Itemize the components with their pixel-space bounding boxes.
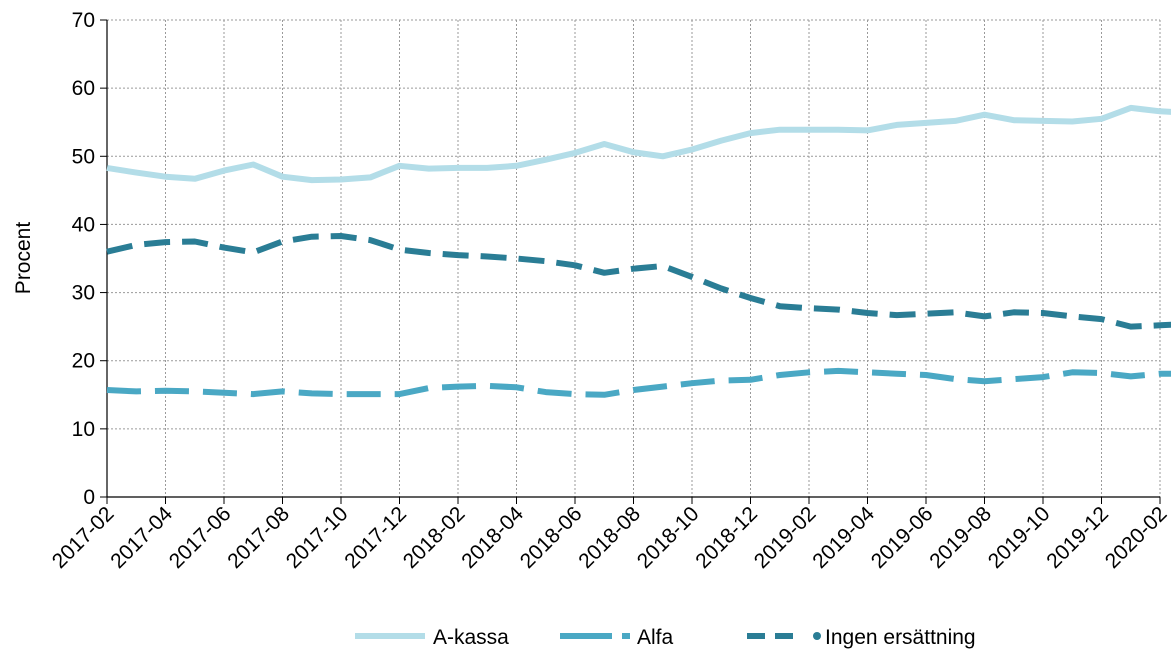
series-line-ingen-ers-ttning bbox=[106, 233, 1171, 330]
legend-label: Ingen ersättning bbox=[825, 626, 976, 649]
legend-item: Alfa bbox=[560, 626, 674, 649]
y-tick-label: 50 bbox=[72, 145, 95, 168]
y-tick-labels: 0 10 20 30 40 50 60 70 bbox=[72, 9, 95, 509]
y-tick-label: 60 bbox=[72, 77, 95, 100]
y-tick-label: 70 bbox=[72, 9, 95, 32]
x-tick-label: 2018-02 bbox=[399, 502, 470, 573]
y-tick-label: 30 bbox=[72, 282, 95, 305]
x-tick-label: 2019-06 bbox=[867, 502, 938, 573]
x-tick-label: 2017-08 bbox=[223, 502, 294, 573]
x-tick-label: 2019-04 bbox=[808, 502, 879, 573]
x-tick-label: 2019-10 bbox=[984, 502, 1055, 573]
series-line-alfa bbox=[106, 367, 1171, 398]
legend-item: Ingen ersättning bbox=[747, 626, 976, 649]
x-tick-label: 2017-12 bbox=[340, 502, 411, 573]
x-tick-label: 2017-10 bbox=[282, 502, 353, 573]
series-lines bbox=[106, 104, 1171, 398]
x-tick-label: 2018-04 bbox=[457, 502, 528, 573]
grid-lines bbox=[107, 19, 1161, 497]
x-tick-label: 2018-06 bbox=[516, 502, 587, 573]
y-tick-label: 10 bbox=[72, 418, 95, 441]
legend: A-kassa Alfa Ingen ersättning bbox=[355, 626, 976, 649]
x-tick-label: 2018-08 bbox=[574, 502, 645, 573]
x-tick-label: 2017-04 bbox=[106, 502, 177, 573]
x-tick-label: 2019-02 bbox=[750, 502, 821, 573]
y-tick-label: 0 bbox=[83, 486, 95, 509]
legend-swatch-dot bbox=[813, 632, 821, 640]
x-tick-label: 2019-12 bbox=[1042, 502, 1113, 573]
legend-item: A-kassa bbox=[355, 626, 509, 649]
x-tick-label: 2018-12 bbox=[691, 502, 762, 573]
x-tick-label: 2020-02 bbox=[1101, 502, 1171, 573]
x-tick-label: 2018-10 bbox=[633, 502, 704, 573]
x-tick-label: 2019-08 bbox=[925, 502, 996, 573]
legend-label: Alfa bbox=[637, 626, 674, 649]
y-tick-label: 20 bbox=[72, 350, 95, 373]
axes bbox=[100, 19, 1161, 504]
x-tick-labels: 2017-022017-042017-062017-082017-102017-… bbox=[48, 502, 1171, 573]
legend-label: A-kassa bbox=[433, 626, 509, 649]
x-tick-label: 2017-06 bbox=[165, 502, 236, 573]
x-tick-label: 2017-02 bbox=[48, 502, 119, 573]
series-line-a-kassa bbox=[106, 104, 1171, 184]
y-axis-title: Procent bbox=[12, 222, 35, 295]
y-tick-label: 40 bbox=[72, 213, 95, 236]
